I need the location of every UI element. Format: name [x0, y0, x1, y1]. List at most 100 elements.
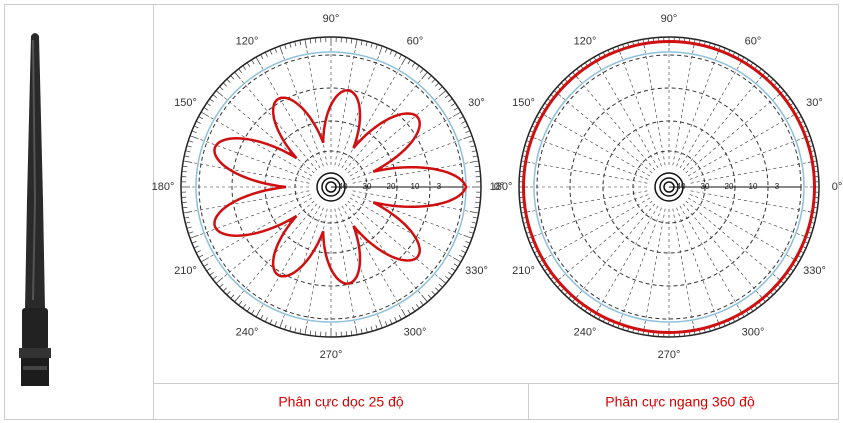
radial-line	[561, 200, 653, 278]
ring-tick	[435, 287, 440, 292]
ring-tick	[378, 45, 383, 55]
angle-label: 240°	[574, 326, 597, 338]
ring-tick	[475, 170, 481, 173]
ring-tick	[314, 37, 317, 43]
ring-tick	[206, 102, 211, 107]
ring-tick	[279, 45, 284, 55]
radial-line	[352, 190, 469, 212]
ring-tick	[198, 254, 204, 258]
ring-tick	[394, 52, 398, 57]
ring-tick	[461, 250, 466, 254]
ring-tick	[196, 120, 201, 124]
angle-label: 120°	[236, 35, 259, 47]
ring-tick	[378, 319, 383, 329]
radial-line	[223, 96, 315, 174]
ring-tick	[453, 263, 459, 267]
radial-line	[682, 79, 760, 171]
ring-tick	[463, 135, 473, 140]
ring-tick	[407, 59, 411, 65]
ring-tick	[274, 47, 278, 53]
ring-tick	[463, 234, 473, 239]
ring-tick	[304, 325, 307, 335]
ring-tick	[185, 221, 191, 224]
radial-line	[679, 65, 740, 169]
angle-label: 270°	[658, 349, 681, 361]
angle-label: 60°	[745, 35, 762, 47]
ring-tick	[475, 201, 481, 204]
radial-line	[352, 162, 469, 184]
ring-tick	[299, 328, 302, 334]
ring-tick	[468, 140, 474, 143]
ring-tick	[238, 68, 243, 73]
ring-tick	[191, 240, 197, 244]
ring-tick	[183, 160, 193, 163]
radial-line	[334, 208, 356, 325]
ring-tick	[411, 307, 416, 312]
ring-tick	[260, 54, 264, 60]
ring-tick	[203, 107, 209, 111]
ring-tick	[200, 257, 210, 263]
ring-tick	[251, 59, 255, 65]
ring-tick	[255, 56, 261, 66]
ring-tick	[350, 330, 353, 336]
radial-line	[620, 207, 662, 319]
radial-line	[687, 116, 791, 177]
ring-tick	[384, 47, 388, 53]
ring-tick	[181, 170, 187, 173]
ring-tick	[448, 98, 453, 103]
ring-tick	[427, 294, 432, 299]
ring-tick	[438, 86, 443, 91]
ring-tick	[289, 326, 292, 332]
radial-line	[240, 79, 318, 171]
ring-tick	[474, 206, 480, 209]
ring-tick	[209, 271, 214, 276]
ring-tick	[264, 52, 268, 57]
ring-tick	[182, 206, 188, 209]
ring-tick	[452, 257, 462, 263]
ring-tick	[181, 201, 187, 204]
radial-line	[644, 49, 666, 166]
radial-line	[347, 96, 439, 174]
ring-tick	[226, 78, 231, 83]
radial-line	[199, 138, 311, 180]
ring-tick	[185, 150, 191, 153]
angle-label: 60°	[407, 35, 424, 47]
ring-tick	[222, 287, 227, 292]
radial-line	[531, 190, 648, 212]
radial-line	[209, 116, 313, 177]
angle-label: 210°	[174, 265, 197, 277]
ring-tick	[375, 44, 378, 50]
angle-label: 180°	[152, 181, 175, 193]
ring-tick	[398, 314, 402, 320]
antenna-photo	[19, 33, 51, 386]
radial-line	[598, 65, 659, 169]
radial-line	[531, 162, 648, 184]
ring-tick	[189, 135, 199, 140]
ring-tick	[186, 226, 192, 229]
ring-tick	[219, 86, 224, 91]
radial-label: 20	[387, 182, 396, 191]
radial-line	[685, 200, 777, 278]
radial-line	[676, 207, 718, 319]
reference-circle	[533, 51, 805, 323]
angle-label: 150°	[174, 97, 197, 109]
ring-tick	[198, 116, 204, 120]
ring-tick	[222, 82, 227, 87]
ring-tick	[465, 130, 471, 134]
ring-tick	[309, 38, 312, 44]
ring-tick	[269, 319, 273, 325]
ring-tick	[453, 107, 459, 111]
radial-line	[598, 205, 659, 309]
ring-tick	[448, 271, 453, 276]
angle-label: 210°	[512, 265, 535, 277]
ring-tick	[421, 71, 428, 80]
radial-line	[344, 203, 422, 295]
caption: Phân cực ngang 360 độ	[605, 394, 755, 410]
radial-line	[193, 190, 310, 212]
radial-line	[282, 55, 324, 167]
ring-tick	[183, 211, 193, 214]
radial-line	[687, 197, 791, 258]
radial-line	[351, 138, 463, 180]
ring-tick	[230, 294, 235, 299]
